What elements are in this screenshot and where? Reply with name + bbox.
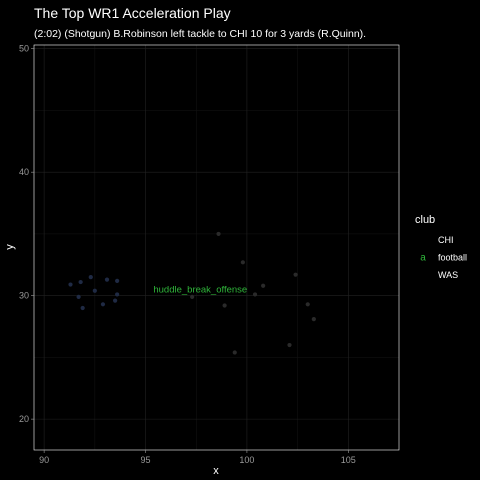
plot-panel: huddle_break_offense <box>33 44 400 451</box>
point-was <box>252 292 258 297</box>
point-chi <box>115 292 120 297</box>
x-axis-title: x <box>213 465 219 477</box>
x-tick-label: 105 <box>341 455 356 465</box>
point-chi <box>76 294 81 299</box>
legend: club CHI a football WAS <box>415 214 467 280</box>
point-chi <box>78 279 83 285</box>
point-was <box>305 302 310 307</box>
point-chi <box>92 288 97 293</box>
legend-entries: CHI a football WAS <box>420 235 467 280</box>
data-points <box>68 231 316 355</box>
y-tick-label: 30 <box>19 291 29 301</box>
y-tick-label: 50 <box>19 44 29 54</box>
point-was <box>190 294 195 299</box>
point-chi <box>113 298 118 303</box>
point-chi <box>115 278 120 283</box>
legend-title: club <box>415 214 435 226</box>
point-was <box>293 272 298 277</box>
y-tick-label: 40 <box>19 167 29 177</box>
point-chi <box>104 277 110 282</box>
point-chi <box>88 275 93 280</box>
point-was <box>222 303 227 308</box>
chart-subtitle: (2:02) (Shotgun) B.Robinson left tackle … <box>34 28 366 40</box>
legend-label-was: WAS <box>438 270 458 280</box>
chart-title: The Top WR1 Acceleration Play <box>34 5 231 21</box>
legend-label-chi: CHI <box>438 235 454 245</box>
annotations: huddle_break_offense <box>153 284 247 295</box>
point-was <box>240 260 245 265</box>
x-axis-ticks: 90 95 100 105 <box>39 450 356 465</box>
x-tick-label: 90 <box>39 455 49 465</box>
x-tick-label: 95 <box>141 455 151 465</box>
y-tick-label: 20 <box>19 414 29 424</box>
point-was <box>311 317 316 322</box>
major-gridlines <box>34 45 399 450</box>
point-chi <box>100 302 106 307</box>
point-was <box>232 350 237 355</box>
point-was <box>216 231 221 237</box>
point-chi <box>68 282 73 287</box>
y-axis-title: y <box>4 244 16 250</box>
panel-border <box>33 44 400 451</box>
y-axis-ticks: 20 30 40 50 <box>19 44 34 424</box>
point-was <box>287 342 292 348</box>
legend-key-football: a <box>420 253 426 264</box>
x-tick-label: 100 <box>239 455 254 465</box>
point-chi <box>80 305 85 311</box>
point-was <box>261 283 266 288</box>
annotation-label: huddle_break_offense <box>153 284 247 295</box>
legend-label-football: football <box>438 253 467 263</box>
